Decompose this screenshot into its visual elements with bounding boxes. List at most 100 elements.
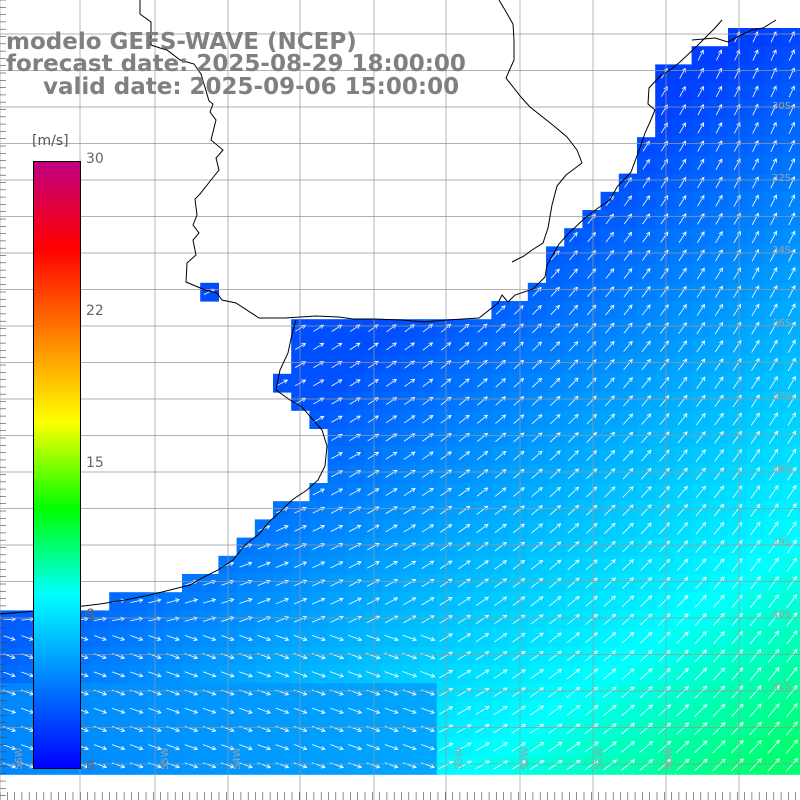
wind-cell bbox=[400, 610, 420, 630]
wind-arrow bbox=[750, 521, 761, 536]
wind-arrow bbox=[584, 741, 599, 753]
wind-arrow bbox=[403, 433, 416, 442]
wind-arrow bbox=[402, 707, 417, 714]
wind-cell bbox=[345, 519, 365, 539]
wind-arrow bbox=[348, 725, 363, 733]
wind-cell bbox=[673, 100, 693, 120]
wind-cell bbox=[746, 756, 765, 775]
wind-arrow bbox=[695, 503, 707, 517]
wind-arrow bbox=[714, 321, 724, 335]
wind-arrow bbox=[569, 232, 578, 243]
wind-cell bbox=[655, 319, 674, 338]
wind-cell bbox=[764, 646, 784, 666]
wind-cell bbox=[527, 373, 547, 393]
wind-cell bbox=[673, 137, 693, 156]
wind-arrow bbox=[367, 342, 379, 351]
wind-cell bbox=[509, 355, 529, 375]
wind-cell bbox=[418, 392, 438, 411]
wind-cell bbox=[618, 483, 638, 502]
wind-arrow bbox=[366, 615, 381, 624]
wind-cell bbox=[673, 719, 693, 739]
wind-cell bbox=[764, 574, 784, 593]
wind-cell bbox=[709, 428, 729, 448]
wind-cell bbox=[691, 337, 711, 357]
wind-arrow bbox=[93, 744, 108, 751]
wind-cell bbox=[655, 137, 674, 156]
wind-cell bbox=[709, 282, 729, 302]
wind-arrow bbox=[202, 671, 217, 678]
wind-arrow bbox=[549, 523, 562, 534]
wind-arrow bbox=[585, 613, 599, 625]
wind-cell bbox=[291, 319, 310, 338]
wind-cell bbox=[582, 428, 602, 448]
wind-cell bbox=[655, 592, 674, 611]
wind-cell bbox=[527, 392, 547, 411]
wind-arrow bbox=[457, 633, 472, 642]
wind-cell bbox=[509, 592, 529, 611]
wind-arrow bbox=[530, 687, 545, 698]
wind-cell bbox=[473, 555, 492, 575]
wind-cell bbox=[327, 355, 347, 375]
wind-cell bbox=[364, 501, 383, 520]
wind-arrow bbox=[786, 594, 798, 609]
wind-cell bbox=[673, 519, 693, 539]
wind-arrow bbox=[458, 396, 470, 406]
wind-cell bbox=[491, 337, 511, 357]
wind-cell bbox=[746, 210, 765, 229]
wind-arrow bbox=[275, 671, 290, 678]
wind-cell bbox=[728, 282, 747, 302]
wind-arrow bbox=[494, 596, 508, 606]
wind-arrow bbox=[512, 669, 526, 679]
wind-arrow bbox=[767, 666, 780, 681]
wind-cell bbox=[309, 501, 329, 520]
wind-arrow bbox=[750, 412, 760, 426]
wind-arrow bbox=[752, 158, 759, 171]
wind-arrow bbox=[605, 195, 614, 206]
wind-cell bbox=[491, 719, 511, 739]
wind-arrow bbox=[275, 762, 290, 769]
wind-arrow bbox=[622, 559, 634, 571]
wind-cell bbox=[564, 537, 583, 557]
wind-cell bbox=[564, 301, 583, 320]
wind-cell bbox=[673, 737, 693, 757]
wind-arrow bbox=[476, 451, 489, 461]
wind-cell bbox=[637, 373, 656, 393]
wind-cell bbox=[673, 610, 693, 630]
wind-cell bbox=[546, 246, 565, 266]
wind-arrow bbox=[640, 504, 652, 516]
wind-arrow bbox=[678, 358, 688, 371]
wind-arrow bbox=[584, 704, 599, 716]
wind-arrow bbox=[331, 415, 343, 423]
wind-arrow bbox=[621, 704, 635, 717]
wind-cell bbox=[546, 373, 565, 393]
wind-arrow bbox=[312, 597, 326, 605]
wind-cell bbox=[564, 610, 583, 630]
wind-arrow bbox=[276, 379, 289, 387]
wind-cell bbox=[673, 665, 693, 684]
wind-cell bbox=[418, 319, 438, 338]
wind-cell bbox=[600, 392, 620, 411]
wind-arrow bbox=[421, 707, 436, 714]
wind-arrow bbox=[658, 540, 671, 553]
wind-cell bbox=[455, 392, 474, 411]
wind-arrow bbox=[166, 762, 181, 769]
wind-cell bbox=[509, 719, 529, 739]
wind-arrow bbox=[788, 49, 795, 61]
wind-cell bbox=[709, 246, 729, 266]
wind-cell bbox=[673, 210, 693, 229]
wind-arrow bbox=[767, 703, 780, 718]
wind-cell bbox=[582, 537, 602, 557]
wind-arrow bbox=[421, 725, 436, 733]
wind-arrow bbox=[712, 703, 726, 717]
wind-arrow bbox=[641, 395, 652, 407]
wind-cell bbox=[600, 555, 620, 575]
wind-cell bbox=[618, 737, 638, 757]
wind-cell bbox=[345, 501, 365, 520]
wind-cell bbox=[673, 410, 693, 429]
wind-cell bbox=[564, 428, 583, 448]
wind-arrow bbox=[678, 322, 687, 335]
wind-cell bbox=[728, 574, 747, 593]
wind-cell bbox=[309, 410, 329, 429]
wind-cell bbox=[400, 337, 420, 357]
wind-arrow bbox=[750, 539, 761, 554]
